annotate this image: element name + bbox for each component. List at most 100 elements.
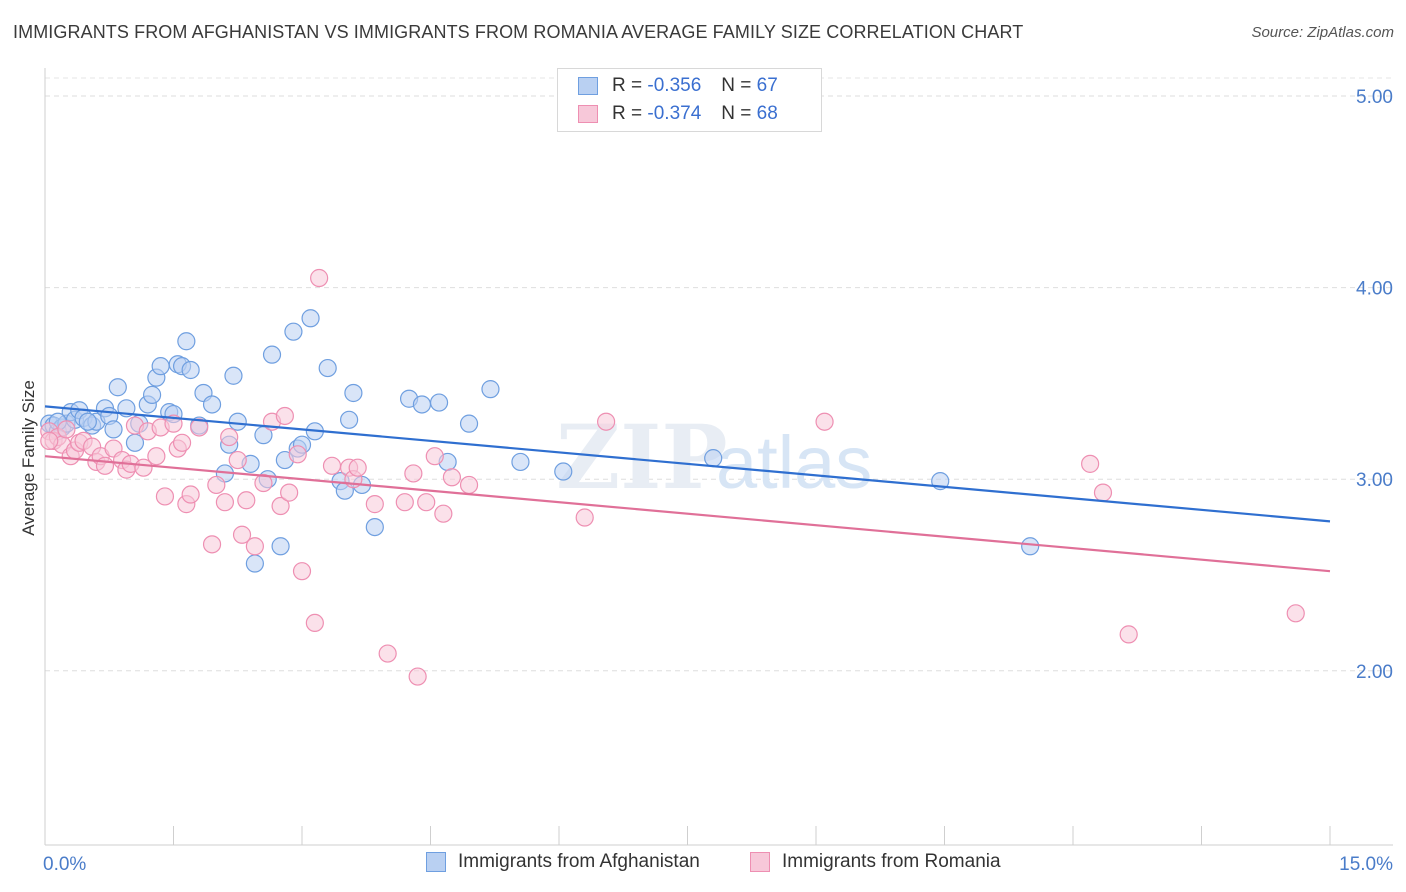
legend-n-label: N =: [721, 103, 752, 124]
data-point: [395, 493, 414, 512]
data-point: [434, 504, 453, 523]
data-point: [228, 412, 247, 431]
series-label-romania: Immigrants from Romania: [782, 851, 1001, 872]
data-point: [292, 562, 312, 581]
y-tick-label: 2.00: [1356, 662, 1393, 683]
data-point: [228, 450, 247, 470]
series-label-afghanistan: Immigrants from Afghanistan: [458, 851, 700, 872]
data-point: [340, 410, 359, 429]
trend-line-series-0: [44, 405, 1331, 523]
legend-swatch-afghanistan: [578, 77, 598, 95]
data-point: [224, 366, 243, 385]
legend-row-romania: R = -0.374 N = 68: [578, 101, 778, 127]
data-point: [108, 378, 127, 397]
data-point: [481, 380, 500, 399]
series-swatch-afghanistan: [426, 852, 446, 872]
data-point: [511, 452, 530, 472]
legend-n-value: 67: [756, 75, 778, 96]
data-point: [575, 508, 594, 527]
data-point: [181, 485, 200, 504]
data-point: [181, 360, 200, 380]
legend-n-label: N =: [721, 75, 752, 96]
data-point: [442, 468, 462, 487]
legend-swatch-romania: [578, 105, 598, 123]
series-legend-afghanistan[interactable]: Immigrants from Afghanistan: [426, 851, 700, 873]
y-tick-label: 5.00: [1356, 87, 1393, 108]
data-point: [232, 525, 252, 544]
data-point: [151, 357, 170, 376]
trend-lines: [44, 405, 1331, 573]
data-point: [95, 456, 115, 475]
y-tick-label: 4.00: [1356, 279, 1393, 300]
data-point: [348, 458, 367, 477]
x-tick-label: 15.0%: [1339, 854, 1393, 875]
data-point: [408, 667, 427, 686]
data-point: [365, 495, 384, 514]
data-point: [284, 322, 303, 341]
data-point: [271, 496, 290, 516]
data-point: [318, 358, 337, 378]
data-point: [275, 406, 294, 426]
data-point: [254, 473, 273, 493]
data-points: [40, 268, 1305, 686]
data-point: [237, 491, 256, 510]
data-point: [1286, 604, 1305, 623]
data-point: [134, 458, 153, 477]
legend-r-value: -0.374: [647, 103, 702, 124]
data-point: [305, 613, 324, 633]
data-point: [597, 412, 616, 431]
watermark-atlas: atlas: [716, 421, 872, 504]
data-point: [1021, 537, 1040, 556]
data-point: [190, 418, 209, 437]
series-legend: Immigrants from Afghanistan Immigrants f…: [0, 851, 1406, 877]
series-1-points: [40, 268, 1305, 686]
data-point: [554, 462, 573, 481]
data-point: [1081, 454, 1100, 473]
data-point: [459, 475, 479, 495]
data-point: [104, 420, 123, 439]
data-point: [207, 475, 226, 495]
legend-r-label: R =: [612, 75, 643, 96]
data-point: [417, 493, 436, 512]
data-point: [815, 412, 834, 431]
data-point: [172, 433, 192, 452]
watermark-zip: ZIP: [556, 405, 728, 509]
data-point: [1119, 625, 1138, 644]
data-point: [147, 447, 166, 466]
data-point: [245, 554, 264, 573]
data-point: [245, 537, 264, 556]
data-point: [155, 487, 175, 506]
data-point: [57, 420, 76, 439]
data-point: [412, 395, 432, 414]
data-point: [1093, 483, 1113, 502]
data-point: [429, 393, 449, 412]
y-axis-label: Average Family Size: [19, 380, 38, 536]
data-point: [310, 268, 329, 288]
legend-n-value: 68: [756, 103, 778, 124]
correlation-legend: R = -0.356 N = 67 R = -0.374 N = 68: [557, 68, 822, 132]
data-point: [344, 383, 363, 403]
x-tick-label: 0.0%: [43, 854, 86, 875]
legend-row-afghanistan: R = -0.356 N = 67: [578, 73, 778, 99]
data-point: [271, 537, 290, 556]
data-point: [459, 414, 479, 433]
data-point: [322, 456, 342, 475]
tick-labels: 2.00 3.00 4.00 5.00 0.0% 15.0%: [43, 87, 1393, 875]
trend-line-series-1: [44, 455, 1331, 573]
data-point: [164, 414, 183, 433]
series-legend-romania[interactable]: Immigrants from Romania: [750, 851, 1001, 873]
data-point: [220, 427, 239, 447]
data-point: [202, 395, 222, 414]
data-point: [202, 535, 222, 554]
data-point: [365, 517, 384, 537]
y-tick-label: 3.00: [1356, 470, 1393, 491]
data-point: [704, 449, 723, 468]
series-swatch-romania: [750, 852, 770, 872]
data-point: [288, 445, 307, 464]
legend-r-value: -0.356: [647, 75, 702, 96]
data-point: [40, 431, 59, 450]
grid-lines: [45, 77, 1393, 672]
data-point: [78, 412, 97, 431]
data-point: [215, 493, 234, 512]
